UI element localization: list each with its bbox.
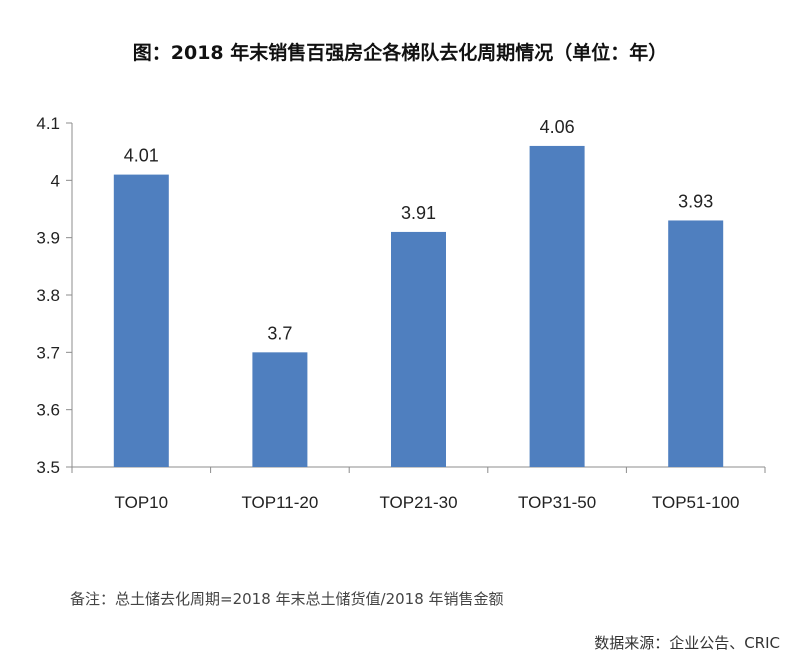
y-tick-label: 3.6	[36, 401, 60, 420]
chart-title: 图：2018 年末销售百强房企各梯队去化周期情况（单位：年）	[132, 42, 668, 64]
y-tick-label: 3.5	[36, 458, 60, 477]
bar	[391, 231, 446, 467]
footnote: 备注：总土储去化周期=2018 年末总土储货值/2018 年销售金额	[70, 590, 504, 608]
bar	[668, 220, 724, 467]
bar	[529, 145, 585, 467]
data-labels: 4.01 3.7 3.91 4.06 3.93	[124, 117, 713, 343]
data-label: 3.91	[401, 203, 436, 223]
bars	[113, 145, 724, 467]
x-tick-label: TOP31-50	[518, 493, 596, 512]
x-tick-label: TOP51-100	[652, 493, 740, 512]
y-tick-label: 3.9	[36, 229, 60, 248]
bar	[113, 174, 169, 467]
y-axis: 3.5 3.6 3.7 3.8 3.9 4 4.1	[36, 114, 73, 477]
x-tick-label: TOP10	[115, 493, 169, 512]
data-label: 3.93	[678, 191, 713, 211]
data-source: 数据来源：企业公告、CRIC	[594, 634, 780, 652]
data-label: 4.06	[540, 117, 575, 137]
y-tick-label: 3.7	[36, 343, 60, 362]
x-axis: TOP10 TOP11-20 TOP21-30 TOP31-50 TOP51-100	[71, 466, 766, 512]
data-label: 4.01	[124, 146, 159, 166]
y-tick-label: 4.1	[36, 114, 60, 133]
y-tick-label: 4	[51, 171, 60, 190]
x-tick-label: TOP11-20	[241, 493, 318, 512]
y-tick-label: 3.8	[36, 286, 60, 305]
x-tick-label: TOP21-30	[379, 493, 457, 512]
bar	[252, 352, 308, 467]
data-label: 3.7	[267, 323, 292, 343]
